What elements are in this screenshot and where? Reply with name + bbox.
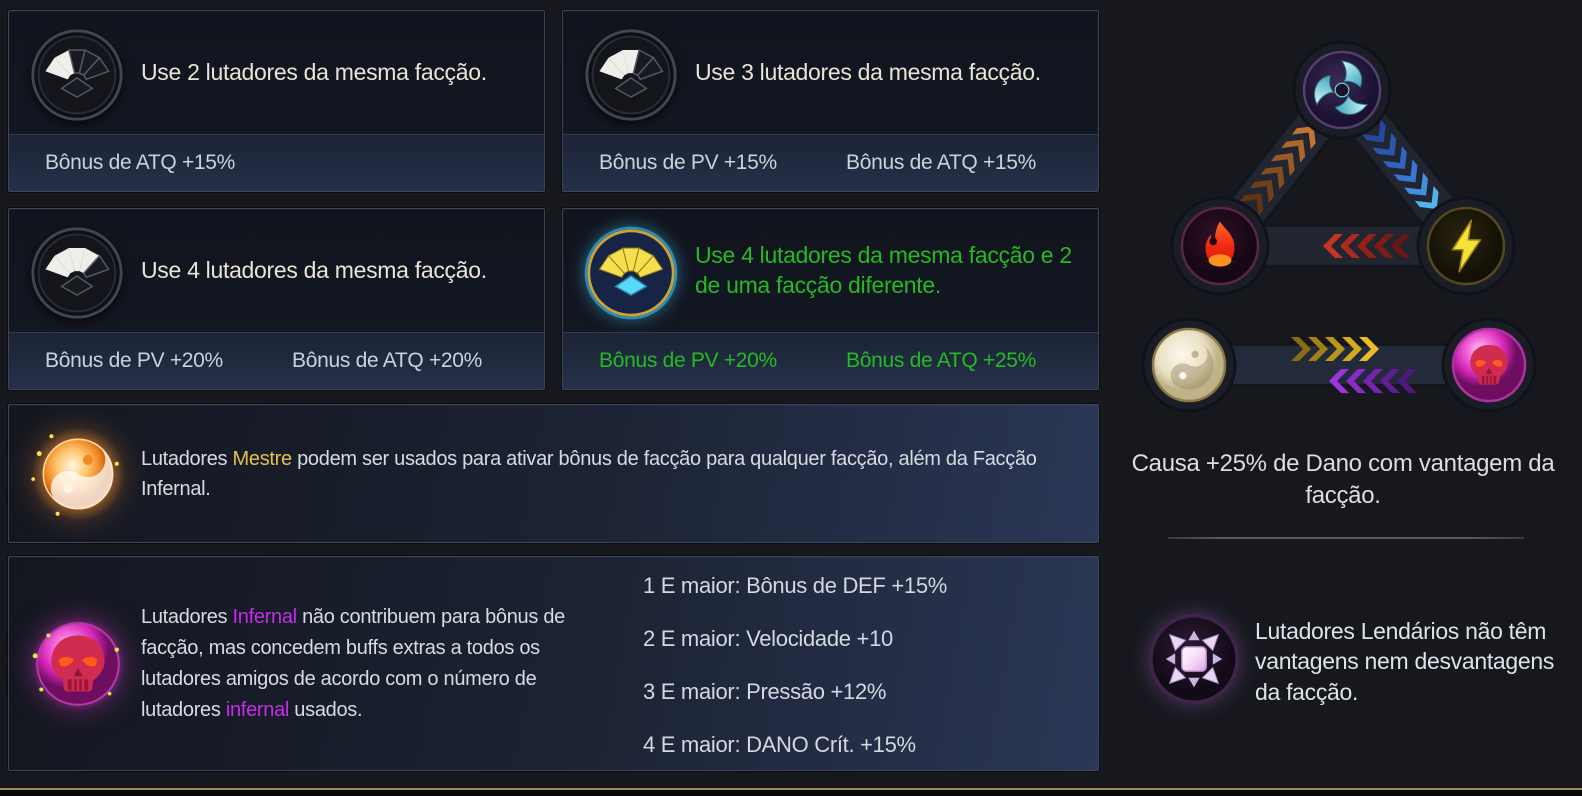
fan-3-icon bbox=[585, 29, 677, 121]
master-node-icon bbox=[1141, 317, 1237, 413]
sidebar-divider bbox=[1168, 537, 1524, 539]
bonus-strip: Bônus de PV +20% Bônus de ATQ +20% bbox=[9, 332, 544, 389]
buff-item-3: 3 E maior: Pressão +12% bbox=[643, 679, 887, 704]
panel-use-3-fighters: Use 3 lutadores da mesma facção. Bônus d… bbox=[562, 10, 1099, 192]
bonus-pv: Bônus de PV +15% bbox=[599, 151, 777, 174]
bonus-strip: Bônus de PV +15% Bônus de ATQ +15% bbox=[563, 134, 1098, 191]
infernal-keyword-2: infernal bbox=[225, 698, 290, 721]
panel-title: Use 2 lutadores da mesma facção. bbox=[141, 59, 487, 86]
bonus-atq: Bônus de ATQ +20% bbox=[292, 349, 483, 372]
fan-mixed-icon bbox=[584, 226, 678, 320]
fire-faction-icon bbox=[1170, 196, 1270, 296]
panel-title: Use 3 lutadores da mesma facção. bbox=[695, 59, 1041, 86]
panel-infernal-note: Lutadores Infernal não contribuem para b… bbox=[8, 556, 1099, 771]
master-keyword: Mestre bbox=[232, 447, 293, 470]
faction-advantage-caption: Causa +25% de Dano com vantagem da facçã… bbox=[1131, 450, 1555, 510]
panel-use-2-fighters: Use 2 lutadores da mesma facção. Bônus d… bbox=[8, 10, 545, 192]
infernal-node-icon bbox=[1441, 317, 1537, 413]
infernal-keyword: Infernal bbox=[232, 605, 298, 628]
panel-title: Use 4 lutadores da mesma facção e 2 de u… bbox=[695, 242, 1072, 298]
bottom-frame-line bbox=[0, 788, 1582, 796]
lightning-faction-icon bbox=[1416, 196, 1516, 296]
panel-master-note: Lutadores Mestre podem ser usados para a… bbox=[8, 404, 1099, 543]
fan-2-icon bbox=[31, 29, 123, 121]
buff-item-1: 1 E maior: Bônus de DEF +15% bbox=[643, 573, 948, 598]
bonus-strip: Bônus de PV +20% Bônus de ATQ +25% bbox=[563, 332, 1098, 389]
bonus-atq: Bônus de ATQ +15% bbox=[45, 151, 236, 174]
panel-use-4-fighters: Use 4 lutadores da mesma facção. Bônus d… bbox=[8, 208, 545, 390]
fan-4-icon bbox=[31, 227, 123, 319]
buff-item-4: 4 E maior: DANO Crít. +15% bbox=[643, 732, 916, 757]
bonus-strip: Bônus de ATQ +15% bbox=[9, 134, 544, 191]
bonus-pv: Bônus de PV +20% bbox=[45, 349, 223, 372]
panel-use-4-plus-2-fighters: Use 4 lutadores da mesma facção e 2 de u… bbox=[562, 208, 1099, 390]
legendary-note-text: Lutadores Lendários não têm vantagens ne… bbox=[1255, 618, 1555, 705]
infernal-note-text: Lutadores Infernal não contribuem para b… bbox=[141, 605, 565, 721]
legendary-gem-icon bbox=[1148, 613, 1240, 705]
master-infernal-diagram bbox=[1141, 317, 1537, 413]
faction-triangle-diagram bbox=[1170, 40, 1516, 296]
wind-faction-icon bbox=[1292, 40, 1392, 140]
buff-item-2: 2 E maior: Velocidade +10 bbox=[643, 626, 893, 651]
panel-title: Use 4 lutadores da mesma facção. bbox=[141, 257, 487, 284]
bonus-atq: Bônus de ATQ +15% bbox=[846, 151, 1037, 174]
bonus-atq: Bônus de ATQ +25% bbox=[846, 349, 1037, 372]
bonus-pv: Bônus de PV +20% bbox=[599, 349, 777, 372]
infernal-skull-icon bbox=[27, 613, 129, 715]
infernal-buff-list: 1 E maior: Bônus de DEF +15% 2 E maior: … bbox=[643, 573, 947, 785]
master-yinyang-icon bbox=[30, 425, 128, 523]
faction-relations-sidebar: Causa +25% de Dano com vantagem da facçã… bbox=[1105, 0, 1582, 796]
master-note-text: Lutadores Mestre podem ser usados para a… bbox=[141, 447, 1037, 500]
